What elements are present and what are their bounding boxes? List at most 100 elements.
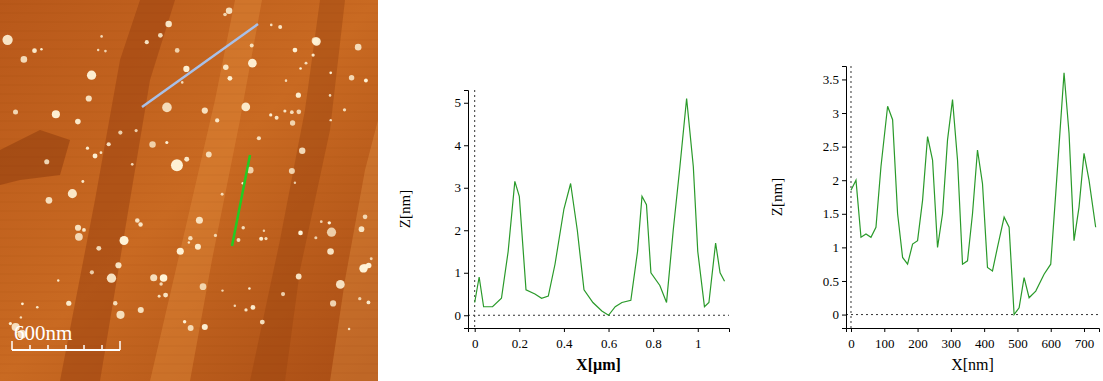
afm-particle xyxy=(358,297,361,300)
afm-particle xyxy=(36,306,39,309)
afm-scanline xyxy=(0,364,378,365)
afm-particle xyxy=(327,248,334,255)
x-tick: 500 xyxy=(1008,328,1028,351)
afm-particle xyxy=(149,141,155,147)
y-tick: 0.5 xyxy=(823,274,846,289)
y-tick-label: 1 xyxy=(833,240,840,255)
afm-particle xyxy=(314,236,317,239)
x-tick-label: 0.4 xyxy=(556,336,573,351)
afm-particle xyxy=(162,103,172,113)
afm-particle xyxy=(234,305,236,307)
afm-particle xyxy=(145,40,149,44)
y-tick-mark xyxy=(842,113,846,114)
afm-particle xyxy=(299,67,302,70)
afm-particle xyxy=(75,119,81,125)
x-tick: 600 xyxy=(1041,328,1061,351)
afm-particle xyxy=(227,76,232,81)
afm-particle xyxy=(327,228,336,237)
y-tick-label: 1.5 xyxy=(823,206,839,221)
y-tick-label: 3 xyxy=(833,106,840,121)
y-tick-label: 1 xyxy=(455,265,462,280)
x-tick-mark xyxy=(475,328,476,332)
afm-particle xyxy=(96,246,101,251)
afm-particle xyxy=(13,109,18,114)
figure: 600nm00.20.40.60.81012345X[µm]Z[nm]01002… xyxy=(0,0,1103,381)
x-tick-mark xyxy=(1051,328,1052,332)
afm-scanline xyxy=(0,13,378,14)
y-tick-label: 0 xyxy=(455,308,462,323)
afm-particle xyxy=(107,274,116,283)
y-tick: 0 xyxy=(455,308,469,323)
y-tick-label: 3 xyxy=(455,180,462,195)
afm-scanline xyxy=(0,49,378,50)
afm-particle xyxy=(248,287,251,290)
afm-particle xyxy=(40,48,43,51)
afm-particle xyxy=(290,110,294,114)
afm-image: 600nm xyxy=(0,0,378,381)
y-tick: 3 xyxy=(833,106,847,121)
afm-scanline xyxy=(0,58,378,59)
afm-scanline xyxy=(0,229,378,230)
afm-particle xyxy=(200,283,207,290)
x-tick-mark xyxy=(609,328,610,332)
afm-particle xyxy=(86,95,92,101)
zero-line-x xyxy=(474,90,475,328)
afm-particle xyxy=(363,214,368,219)
x-tick-label: 700 xyxy=(1075,336,1095,351)
x-tick-label: 300 xyxy=(942,336,962,351)
afm-particle xyxy=(9,322,12,325)
afm-particle xyxy=(329,71,332,74)
y-tick-label: 2.5 xyxy=(823,139,839,154)
afm-particle xyxy=(299,148,305,154)
afm-particle xyxy=(159,282,162,285)
afm-particle xyxy=(370,257,373,260)
scale-bar-tick xyxy=(83,345,85,350)
profile-chart: 010020030040050060070000.511.522.533.5X[… xyxy=(769,66,1100,373)
plot-area xyxy=(475,99,725,316)
afm-particle xyxy=(275,116,279,120)
x-axis-line xyxy=(469,329,730,333)
afm-particle xyxy=(215,118,219,122)
afm-particle xyxy=(135,218,140,223)
zero-line-x xyxy=(850,66,851,328)
afm-particle xyxy=(82,228,86,232)
y-tick: 2 xyxy=(833,173,847,188)
y-tick-label: 5 xyxy=(455,95,462,110)
y-tick: 3 xyxy=(455,180,469,195)
y-tick-mark xyxy=(842,247,846,248)
afm-particle xyxy=(196,217,203,224)
afm-particle xyxy=(175,48,180,53)
afm-scanline xyxy=(0,22,378,23)
x-tick: 300 xyxy=(942,328,962,351)
afm-scanline xyxy=(0,4,378,5)
afm-scanline xyxy=(0,301,378,302)
y-tick-mark xyxy=(464,315,468,316)
afm-particle xyxy=(188,241,190,243)
afm-particle xyxy=(226,7,233,14)
afm-particle xyxy=(298,231,303,236)
x-axis: 00.20.40.60.81 xyxy=(469,328,730,351)
afm-terrace xyxy=(150,0,262,381)
scale-bar: 600nm xyxy=(12,321,120,350)
afm-particle xyxy=(343,108,346,111)
afm-particle xyxy=(184,157,189,162)
afm-scanline xyxy=(0,76,378,77)
x-tick-label: 0.6 xyxy=(601,336,618,351)
y-tick: 4 xyxy=(455,138,469,153)
afm-terrace xyxy=(60,0,175,381)
x-tick-label: 100 xyxy=(875,336,895,351)
x-tick-mark xyxy=(851,328,852,332)
x-tick: 700 xyxy=(1075,328,1095,351)
y-tick: 3.5 xyxy=(823,72,846,87)
x-tick-mark xyxy=(918,328,919,332)
afm-particle xyxy=(107,142,111,146)
y-tick-label: 4 xyxy=(455,138,462,153)
afm-particle xyxy=(104,50,107,53)
afm-scanline xyxy=(0,85,378,86)
x-tick-label: 0 xyxy=(472,336,479,351)
afm-particle xyxy=(57,279,59,281)
afm-scanline xyxy=(0,247,378,248)
afm-particle xyxy=(44,159,49,164)
afm-particle xyxy=(363,264,368,269)
afm-particle xyxy=(131,163,134,166)
